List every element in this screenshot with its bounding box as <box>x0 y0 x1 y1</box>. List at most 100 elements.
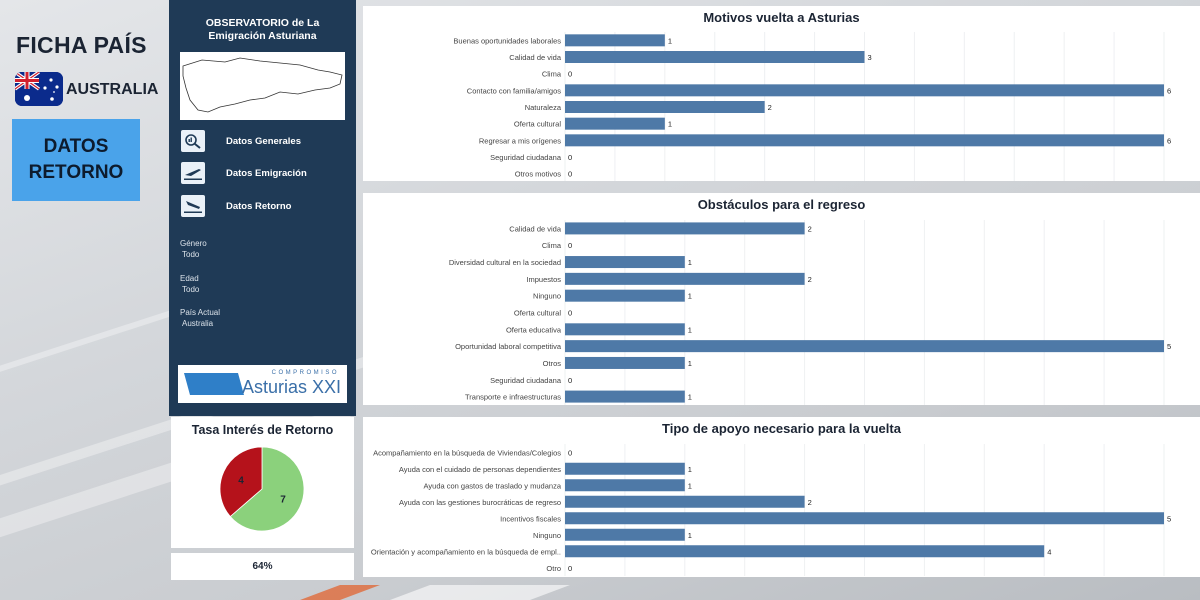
category-label: Impuestos <box>526 275 561 284</box>
bar-value-label: 5 <box>1167 342 1171 351</box>
bar-value-label: 1 <box>688 531 692 540</box>
bar <box>565 340 1164 353</box>
bar-chart-obstaculos: Calidad de vida 2 Clima 0 Diversidad cultura… <box>449 220 1171 405</box>
bar <box>565 34 665 47</box>
plane-landing-icon <box>181 195 205 217</box>
category-label: Oportunidad laboral competitiva <box>455 342 562 351</box>
chart-tipo-apoyo: Tipo de apoyo necesario para la vuelta A… <box>363 417 1200 577</box>
page-title: FICHA PAÍS <box>16 32 147 58</box>
category-label: Seguridad ciudadana <box>490 376 562 385</box>
datos-retorno-button[interactable]: DATOS RETORNO <box>12 119 140 201</box>
bar <box>565 222 805 235</box>
category-label: Orientación y acompañamiento en la búsqu… <box>371 547 561 556</box>
chart-title: Tipo de apoyo necesario para la vuelta <box>662 421 901 436</box>
bar-value-label: 1 <box>688 359 692 368</box>
bar <box>565 495 805 508</box>
bar-value-label: 2 <box>808 498 812 507</box>
bar-value-label: 0 <box>568 564 572 573</box>
category-label: Ayuda con el cuidado de personas dependi… <box>399 465 561 474</box>
category-label: Diversidad cultural en la sociedad <box>449 258 561 267</box>
bar <box>565 512 1164 525</box>
nav-datos-generales[interactable]: Datos Generales <box>181 129 351 153</box>
filter-edad[interactable]: Edad Todo <box>180 273 199 295</box>
bar-value-label: 0 <box>568 241 572 250</box>
logo-text-small: COMPROMISO <box>271 370 339 376</box>
observatory-title: OBSERVATORIO de La Emigración Asturiana <box>169 17 356 43</box>
bar-value-label: 1 <box>668 120 672 129</box>
category-label: Clima <box>542 241 562 250</box>
filter-value: Todo <box>182 285 200 294</box>
nav-datos-retorno[interactable]: Datos Retorno <box>181 194 351 218</box>
pie-slice <box>229 446 305 532</box>
category-label: Calidad de vida <box>509 53 562 62</box>
filter-value: Australia <box>182 319 214 328</box>
plane-takeoff-icon <box>181 162 205 184</box>
bar <box>565 462 685 475</box>
bar <box>565 51 865 63</box>
nav-datos-emigracion[interactable]: Datos Emigración <box>181 161 351 185</box>
filter-genero[interactable]: Género Todo <box>180 238 207 260</box>
bar-value-label: 6 <box>1167 136 1171 145</box>
observatory-title-line2: Emigración Asturiana <box>208 30 317 42</box>
category-label: Ayuda con gastos de traslado y mudanza <box>424 481 562 490</box>
observatory-title-line1: OBSERVATORIO de La <box>205 17 320 29</box>
category-label: Ayuda con las gestiones burocráticas de … <box>399 498 561 507</box>
pie-slice <box>219 446 263 518</box>
category-label: Ninguno <box>533 531 561 540</box>
bar-value-label: 1 <box>668 36 672 45</box>
category-label: Buenas oportunidades laborales <box>453 36 561 45</box>
bar-chart-motivos: Buenas oportunidades laborales 1 Calidad d… <box>453 32 1171 181</box>
pie-slice-label: 7 <box>280 495 286 506</box>
category-label: Oferta cultural <box>514 120 561 129</box>
bar <box>565 323 685 336</box>
country-name: AUSTRALIA <box>66 81 159 98</box>
category-label: Oferta cultural <box>514 309 561 318</box>
bar-value-label: 1 <box>688 393 692 402</box>
category-label: Otros <box>543 359 562 368</box>
category-label: Incentivos fiscales <box>500 514 561 523</box>
bar <box>565 289 685 302</box>
bar-value-label: 1 <box>688 465 692 474</box>
bar <box>565 528 685 541</box>
bar-value-label: 6 <box>1167 86 1171 95</box>
bar <box>565 272 805 285</box>
bar-chart-apoyo: Acompañamiento en la búsqueda de Viviend… <box>371 444 1171 576</box>
bar-value-label: 0 <box>568 170 572 179</box>
pie-chart-title: Tasa Interés de Retorno <box>191 423 334 437</box>
category-label: Naturaleza <box>525 103 562 112</box>
bar-value-label: 0 <box>568 376 572 385</box>
background-decoration <box>300 585 570 600</box>
category-label: Regresar a mis orígenes <box>479 136 561 145</box>
bar <box>565 256 685 269</box>
category-label: Contacto con familia/amigos <box>467 86 561 95</box>
bar-value-label: 0 <box>568 70 572 79</box>
category-label: Calidad de vida <box>509 224 562 233</box>
category-label: Otro <box>546 564 561 573</box>
bar-value-label: 0 <box>568 448 572 457</box>
bar <box>565 390 685 403</box>
button-label-line2: RETORNO <box>28 162 124 183</box>
bar-value-label: 2 <box>808 224 812 233</box>
category-label: Acompañamiento en la búsqueda de Viviend… <box>373 448 561 457</box>
bar-value-label: 1 <box>688 481 692 490</box>
bar-value-label: 0 <box>568 153 572 162</box>
filter-pais-actual[interactable]: País Actual Australia <box>180 307 220 329</box>
bar-value-label: 1 <box>688 325 692 334</box>
bar-value-label: 2 <box>768 103 772 112</box>
category-label: Seguridad ciudadana <box>490 153 562 162</box>
nav-label: Datos Generales <box>226 135 301 147</box>
filter-value: Todo <box>182 250 200 259</box>
navigation-panel: OBSERVATORIO de La Emigración Asturiana … <box>169 0 356 416</box>
return-rate-percent: 64% <box>171 553 354 580</box>
filter-label: Edad <box>180 274 199 283</box>
chart-obstaculos-regreso: Obstáculos para el regreso Calidad de vi… <box>363 193 1200 405</box>
category-label: Otros motivos <box>515 170 562 179</box>
bar-value-label: 3 <box>868 53 872 62</box>
nav-label: Datos Retorno <box>226 200 292 212</box>
chart-motivos-vuelta: Motivos vuelta a Asturias Buenas oportun… <box>363 6 1200 181</box>
bar <box>565 84 1164 97</box>
bar-value-label: 1 <box>688 258 692 267</box>
category-label: Transporte e infraestructuras <box>465 393 561 402</box>
category-label: Clima <box>542 70 562 79</box>
